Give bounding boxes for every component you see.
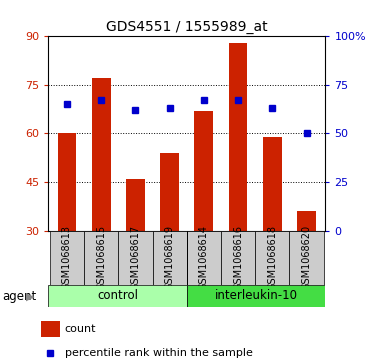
Bar	[160, 153, 179, 231]
Title: GDS4551 / 1555989_at: GDS4551 / 1555989_at	[106, 20, 268, 34]
Text: GSM1068618: GSM1068618	[267, 225, 277, 290]
Text: percentile rank within the sample: percentile rank within the sample	[65, 348, 253, 358]
Text: GSM1068614: GSM1068614	[199, 225, 209, 290]
Text: GSM1068616: GSM1068616	[233, 225, 243, 290]
Text: GSM1068619: GSM1068619	[165, 225, 175, 290]
Text: count: count	[65, 323, 96, 334]
Text: GSM1068617: GSM1068617	[131, 225, 141, 290]
Bar	[41, 321, 60, 337]
Bar	[187, 231, 221, 285]
Text: ▶: ▶	[26, 291, 35, 302]
Bar	[126, 179, 145, 231]
Bar	[152, 231, 187, 285]
Bar	[229, 43, 248, 231]
Bar	[290, 231, 324, 285]
Bar	[221, 231, 255, 285]
Bar	[187, 285, 325, 307]
Text: GSM1068620: GSM1068620	[301, 225, 311, 290]
Bar	[84, 231, 118, 285]
Bar	[118, 231, 152, 285]
Bar	[297, 211, 316, 231]
Bar	[50, 231, 84, 285]
Text: interleukin-10: interleukin-10	[214, 289, 298, 302]
Text: agent: agent	[2, 290, 36, 303]
Bar	[194, 111, 213, 231]
Text: GSM1068615: GSM1068615	[96, 225, 106, 290]
Text: GSM1068613: GSM1068613	[62, 225, 72, 290]
Bar	[48, 285, 187, 307]
Bar	[92, 78, 110, 231]
Bar	[263, 136, 282, 231]
Bar	[255, 231, 290, 285]
Bar	[57, 133, 76, 231]
Text: control: control	[97, 289, 138, 302]
